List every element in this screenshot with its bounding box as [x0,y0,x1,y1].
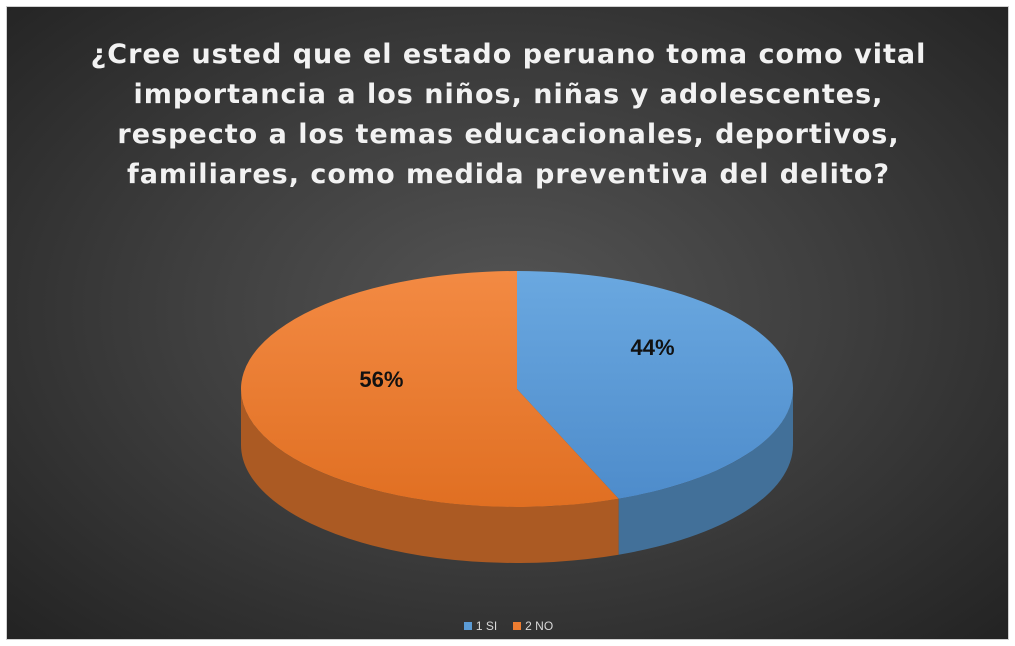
pie-slice-side-2-no [240,389,619,563]
legend-swatch-no [513,622,522,630]
legend-label-si: 1 SI [475,619,498,633]
legend-label-no: 2 NO [525,619,554,633]
data-label-2-no: 56% [359,367,403,392]
pie-chart: 44% 56% [240,271,794,563]
chart-title: ¿Cree usted que el estado peruano toma c… [90,39,927,190]
pie-slice-side-1-si [618,389,794,555]
data-label-1-si: 44% [631,335,675,360]
legend-item-si: 1 SI [463,619,498,633]
chart-area: ¿Cree usted que el estado peruano toma c… [6,6,1009,640]
legend-item-no: 2 NO [513,619,553,633]
pie-slice-2-no [240,271,619,507]
legend: 1 SI 2 NO [7,619,1010,633]
pie-slice-1-si [517,271,793,499]
legend-swatch-si [463,622,472,630]
